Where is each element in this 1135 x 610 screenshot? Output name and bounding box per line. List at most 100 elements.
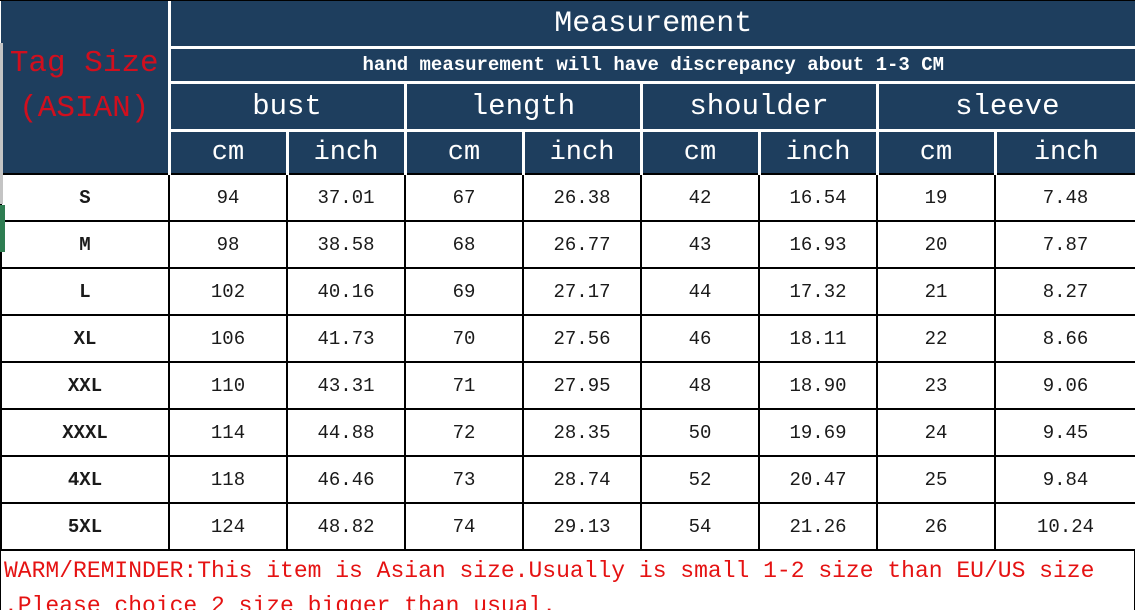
size-label: XXL [0,361,170,410]
unit-header-length-inch: inch [521,129,643,175]
cell-shoulder-inch: 16.93 [758,220,878,269]
group-header-length: length [403,81,643,132]
cell-shoulder-inch: 18.90 [758,361,878,410]
cell-sleeve-inch: 7.48 [993,173,1135,222]
cell-length-cm: 69 [404,267,524,316]
cell-shoulder-inch: 19.69 [758,408,878,457]
cell-length-inch: 29.13 [522,502,642,551]
cell-length-cm: 74 [404,502,524,551]
cell-length-inch: 28.74 [522,455,642,504]
size-warning-text: WARM/REMINDER:This item is Asian size.Us… [0,551,1135,610]
group-header-sleeve: sleeve [875,81,1135,132]
cell-bust-cm: 94 [168,173,288,222]
cell-length-inch: 27.95 [522,361,642,410]
cell-length-inch: 26.77 [522,220,642,269]
cell-length-cm: 73 [404,455,524,504]
cell-sleeve-cm: 23 [876,361,996,410]
unit-header-sleeve-cm: cm [875,129,997,175]
cell-sleeve-inch: 9.84 [993,455,1135,504]
cell-bust-inch: 44.88 [286,408,406,457]
cell-shoulder-cm: 46 [640,314,760,363]
group-header-bust: bust [167,81,407,132]
warning-line2: .Please choice 2 size bigger than usual. [4,593,557,610]
cell-sleeve-inch: 8.66 [993,314,1135,363]
header-row-note: hand measurement will have discrepancy a… [1,46,1135,84]
cell-length-cm: 67 [404,173,524,222]
cell-sleeve-cm: 26 [876,502,996,551]
cell-sleeve-inch: 10.24 [993,502,1135,551]
size-label: L [0,267,170,316]
cell-sleeve-cm: 19 [876,173,996,222]
table-row-l: L 102 40.16 69 27.17 44 17.32 21 8.27 [0,267,1135,316]
cell-bust-cm: 98 [168,220,288,269]
cell-bust-inch: 43.31 [286,361,406,410]
cell-shoulder-inch: 20.47 [758,455,878,504]
header-row-measurement: Tag Size (ASIAN) Measurement [1,1,1135,175]
cell-length-inch: 27.56 [522,314,642,363]
unit-header-shoulder-cm: cm [639,129,761,175]
unit-header-length-cm: cm [403,129,525,175]
cell-shoulder-inch: 21.26 [758,502,878,551]
cell-length-cm: 72 [404,408,524,457]
cell-length-cm: 68 [404,220,524,269]
cell-length-inch: 26.38 [522,173,642,222]
cell-sleeve-inch: 9.06 [993,361,1135,410]
size-label: XL [0,314,170,363]
header-row-groups: bust length shoulder sleeve [1,81,1135,132]
cell-sleeve-cm: 21 [876,267,996,316]
left-edge-green-accent [0,205,5,252]
cell-bust-inch: 48.82 [286,502,406,551]
cell-sleeve-cm: 25 [876,455,996,504]
tag-size-header-cell: Tag Size (ASIAN) [1,1,171,175]
cell-shoulder-inch: 17.32 [758,267,878,316]
table-row-m: M 98 38.58 68 26.77 43 16.93 20 7.87 [0,220,1135,269]
size-label: XXXL [0,408,170,457]
cell-bust-cm: 102 [168,267,288,316]
size-label: 5XL [0,502,170,551]
cell-shoulder-cm: 43 [640,220,760,269]
unit-header-bust-cm: cm [167,129,289,175]
cell-bust-cm: 110 [168,361,288,410]
size-label: S [0,173,170,222]
cell-sleeve-cm: 22 [876,314,996,363]
tag-size-line2: (ASIAN) [19,91,150,126]
cell-bust-inch: 46.46 [286,455,406,504]
unit-header-shoulder-inch: inch [757,129,879,175]
cell-shoulder-cm: 44 [640,267,760,316]
cell-sleeve-cm: 20 [876,220,996,269]
header-row-units: cm inch cm inch cm inch cm inch [1,129,1135,175]
table-row-xxxl: XXXL 114 44.88 72 28.35 50 19.69 24 9.45 [0,408,1135,457]
size-chart-table: Tag Size (ASIAN) Measurement hand measur… [0,1,1135,551]
cell-sleeve-inch: 7.87 [993,220,1135,269]
unit-header-sleeve-inch: inch [993,129,1135,175]
cell-shoulder-cm: 52 [640,455,760,504]
cell-sleeve-inch: 9.45 [993,408,1135,457]
cell-shoulder-cm: 48 [640,361,760,410]
cell-length-cm: 70 [404,314,524,363]
cell-length-inch: 28.35 [522,408,642,457]
cell-shoulder-cm: 42 [640,173,760,222]
cell-shoulder-inch: 18.11 [758,314,878,363]
cell-length-cm: 71 [404,361,524,410]
cell-shoulder-cm: 50 [640,408,760,457]
cell-bust-inch: 41.73 [286,314,406,363]
tag-size-line1: Tag Size [9,46,159,82]
measurement-note: hand measurement will have discrepancy a… [167,46,1135,84]
cell-sleeve-inch: 8.27 [993,267,1135,316]
cell-bust-cm: 114 [168,408,288,457]
cell-bust-cm: 118 [168,455,288,504]
cell-bust-inch: 40.16 [286,267,406,316]
table-row-4xl: 4XL 118 46.46 73 28.74 52 20.47 25 9.84 [0,455,1135,504]
table-row-xl: XL 106 41.73 70 27.56 46 18.11 22 8.66 [0,314,1135,363]
table-row-xxl: XXL 110 43.31 71 27.95 48 18.90 23 9.06 [0,361,1135,410]
size-label: M [0,220,170,269]
warning-line1: WARM/REMINDER:This item is Asian size.Us… [4,558,1095,584]
cell-bust-cm: 124 [168,502,288,551]
cell-bust-cm: 106 [168,314,288,363]
table-row-s: S 94 37.01 67 26.38 42 16.54 19 7.48 [0,173,1135,222]
group-header-shoulder: shoulder [639,81,879,132]
measurement-title: Measurement [167,1,1135,49]
table-row-5xl: 5XL 124 48.82 74 29.13 54 21.26 26 10.24 [0,502,1135,551]
cell-length-inch: 27.17 [522,267,642,316]
